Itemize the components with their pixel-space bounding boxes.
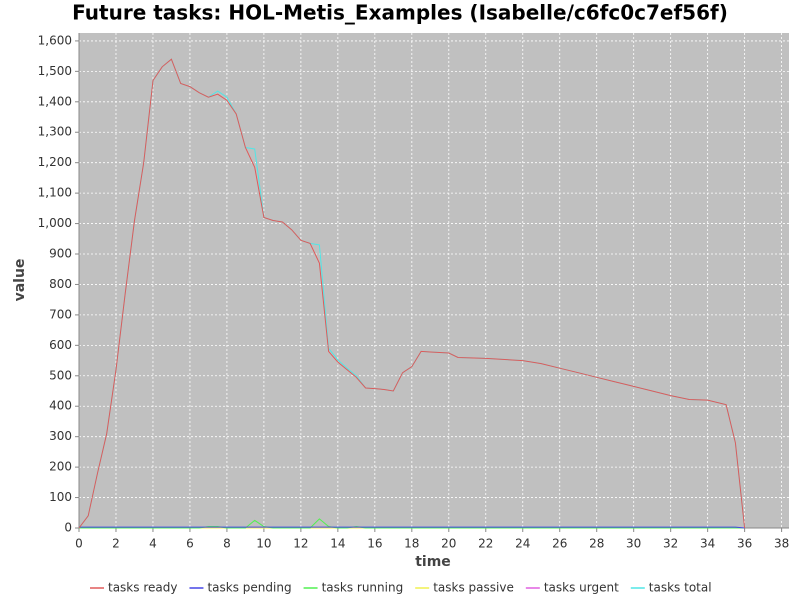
x-tick-label: 20 xyxy=(441,537,456,551)
y-tick-label: 300 xyxy=(49,429,72,443)
x-tick-label: 14 xyxy=(330,537,345,551)
y-tick-label: 900 xyxy=(49,247,72,261)
y-tick-label: 600 xyxy=(49,338,72,352)
x-tick-label: 32 xyxy=(663,537,678,551)
y-tick-label: 1,100 xyxy=(38,186,72,200)
x-tick-label: 2 xyxy=(112,537,120,551)
x-tick-label: 18 xyxy=(404,537,419,551)
x-axis-label: time xyxy=(415,554,451,570)
legend-label: tasks pending xyxy=(207,581,291,595)
x-tick-label: 26 xyxy=(552,537,567,551)
series-line xyxy=(79,526,745,529)
series-line xyxy=(78,58,746,529)
x-tick-label: 28 xyxy=(589,537,604,551)
y-tick-label: 800 xyxy=(49,277,72,291)
y-tick-label: 1,300 xyxy=(38,125,72,139)
x-tick-label: 30 xyxy=(626,537,641,551)
y-tick-label: 1,200 xyxy=(38,155,72,169)
legend-label: tasks total xyxy=(649,581,712,595)
x-tick-label: 24 xyxy=(515,537,530,551)
legend-label: tasks ready xyxy=(108,581,177,595)
plot-area xyxy=(79,33,789,528)
x-tick-label: 22 xyxy=(478,537,493,551)
x-tick-label: 0 xyxy=(75,537,83,551)
y-tick-label: 200 xyxy=(49,460,72,474)
y-tick-label: 400 xyxy=(49,399,72,413)
x-tick-label: 10 xyxy=(256,537,271,551)
legend-label: tasks urgent xyxy=(544,581,619,595)
x-tick-label: 4 xyxy=(149,537,157,551)
x-tick-label: 38 xyxy=(774,537,789,551)
x-tick-label: 8 xyxy=(223,537,231,551)
legend-label: tasks passive xyxy=(433,581,514,595)
legend-label: tasks running xyxy=(322,581,404,595)
x-tick-label: 12 xyxy=(293,537,308,551)
y-tick-label: 1,600 xyxy=(38,33,72,47)
y-tick-label: 1,500 xyxy=(38,64,72,78)
chart-title: Future tasks: HOL-Metis_Examples (Isabel… xyxy=(72,1,728,25)
y-tick-label: 1,000 xyxy=(38,216,72,230)
y-tick-label: 100 xyxy=(49,490,72,504)
x-tick-label: 34 xyxy=(700,537,715,551)
y-tick-label: 0 xyxy=(64,521,72,535)
y-tick-label: 500 xyxy=(49,368,72,382)
y-tick-label: 700 xyxy=(49,307,72,321)
x-tick-label: 16 xyxy=(367,537,382,551)
y-axis-label: value xyxy=(12,259,28,302)
x-tick-label: 6 xyxy=(186,537,194,551)
x-tick-label: 36 xyxy=(737,537,752,551)
y-tick-label: 1,400 xyxy=(38,94,72,108)
